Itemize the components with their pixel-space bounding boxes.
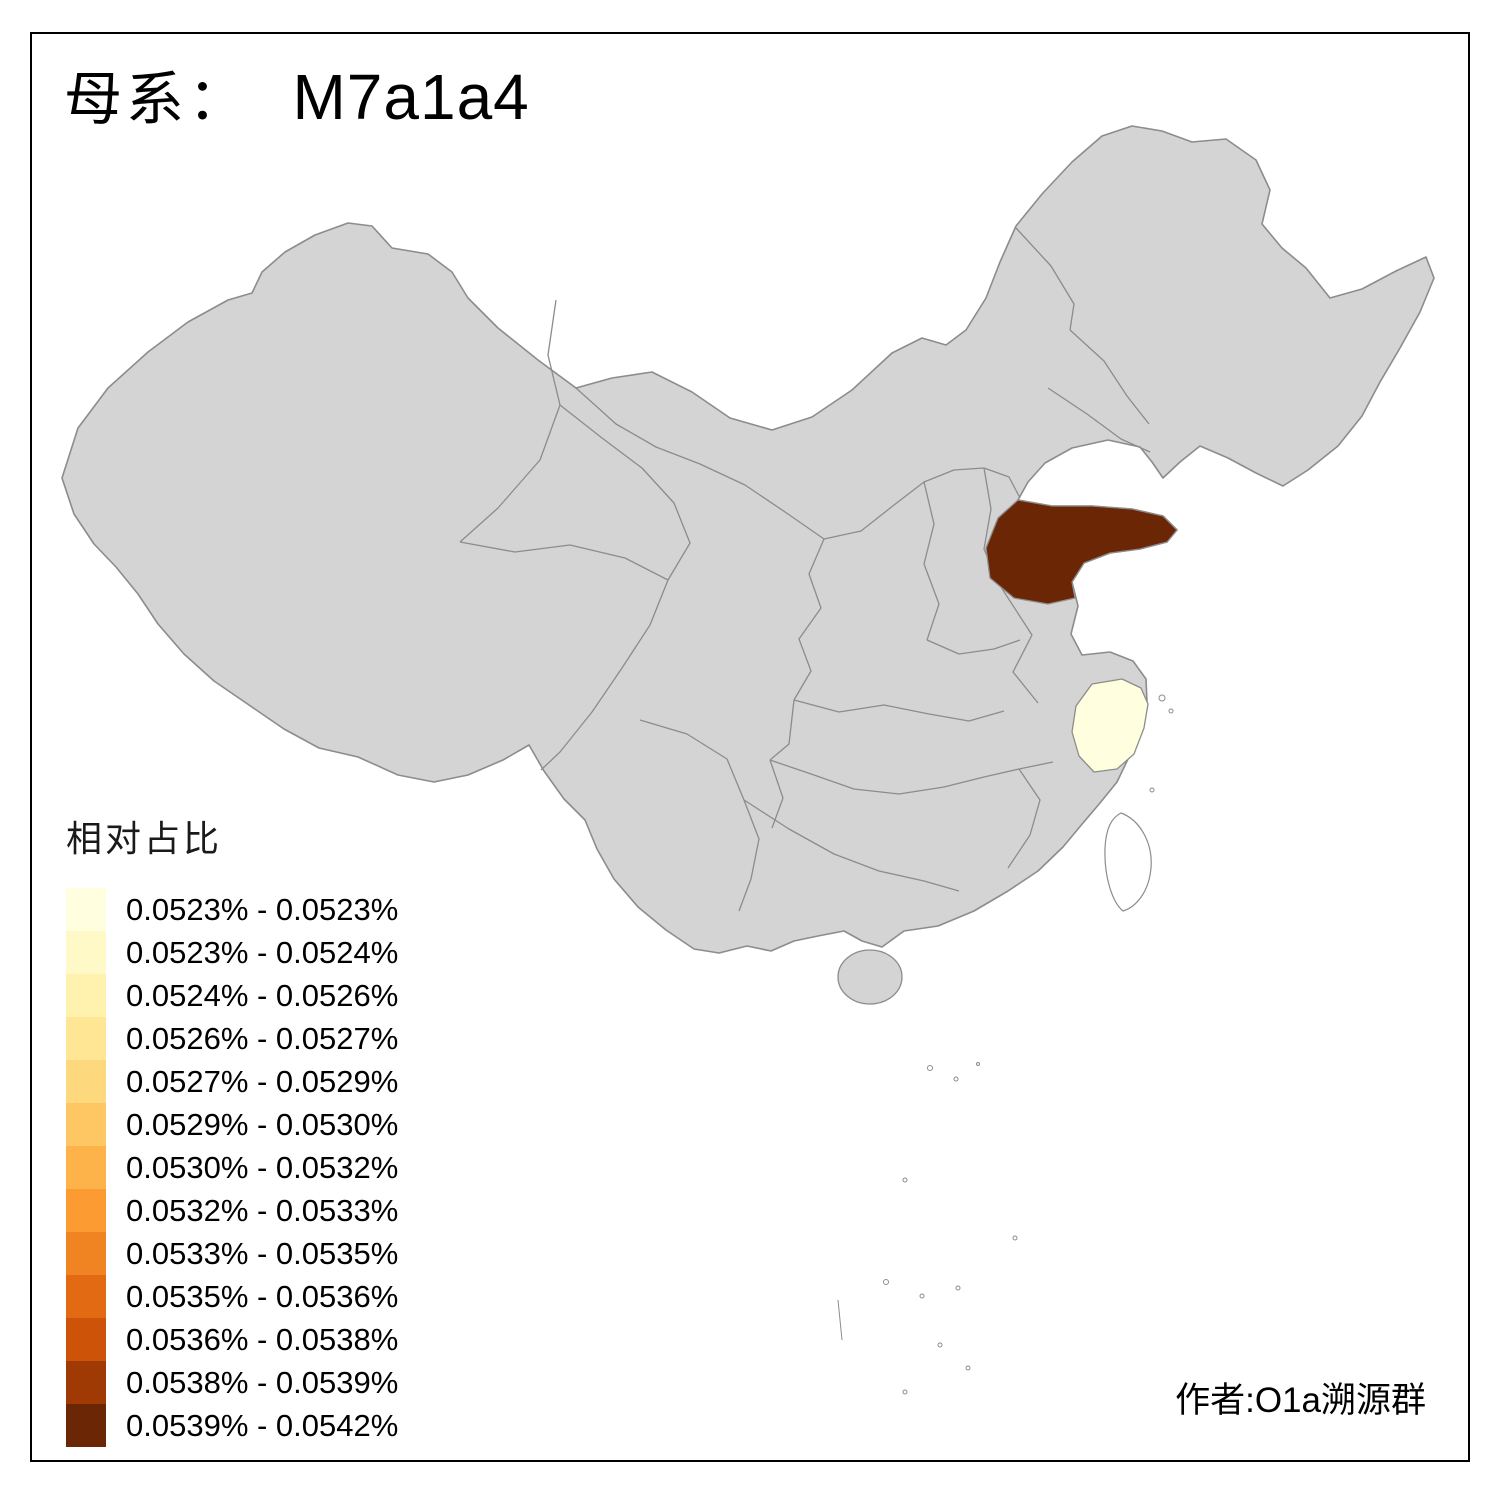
legend-item: 0.0539% - 0.0542% <box>66 1404 398 1447</box>
legend-item: 0.0538% - 0.0539% <box>66 1361 398 1404</box>
legend-swatch <box>66 1361 106 1404</box>
legend-item-label: 0.0539% - 0.0542% <box>126 1407 399 1443</box>
south-china-sea-islands <box>837 694 1174 1395</box>
legend-swatch <box>66 1060 106 1103</box>
legend-item-label: 0.0523% - 0.0524% <box>126 934 399 970</box>
author-credit: 作者:O1a溯源群 <box>1175 1381 1426 1420</box>
haplogroup-name: M7a1a4 <box>292 61 530 133</box>
legend-swatch <box>66 1103 106 1146</box>
legend-item: 0.0532% - 0.0533% <box>66 1189 398 1232</box>
legend-item: 0.0536% - 0.0538% <box>66 1318 398 1361</box>
legend-swatch <box>66 1318 106 1361</box>
legend-item-label: 0.0527% - 0.0529% <box>126 1063 399 1099</box>
legend-item: 0.0529% - 0.0530% <box>66 1103 398 1146</box>
legend-item-label: 0.0535% - 0.0536% <box>126 1278 399 1314</box>
legend-item: 0.0523% - 0.0523% <box>66 888 398 931</box>
legend-swatch <box>66 1189 106 1232</box>
province-zhejiang <box>1071 678 1149 773</box>
legend-swatch <box>66 1232 106 1275</box>
page-title: 母系： M7a1a4 <box>64 52 530 136</box>
legend-item-label: 0.0524% - 0.0526% <box>126 977 399 1013</box>
legend-swatch <box>66 1017 106 1060</box>
legend-swatch <box>66 1404 106 1447</box>
legend-swatch <box>66 888 106 931</box>
legend-item-label: 0.0533% - 0.0535% <box>126 1235 399 1271</box>
legend-items: 0.0523% - 0.0523% 0.0523% - 0.0524% 0.0524… <box>66 888 398 1447</box>
legend-swatch <box>66 1275 106 1318</box>
legend-item-label: 0.0538% - 0.0539% <box>126 1364 399 1400</box>
legend-item: 0.0527% - 0.0529% <box>66 1060 398 1103</box>
legend-title: 相对占比 <box>66 819 223 860</box>
hainan-island <box>837 949 903 1005</box>
legend-swatch <box>66 1146 106 1189</box>
legend-item: 0.0533% - 0.0535% <box>66 1232 398 1275</box>
legend-item-label: 0.0532% - 0.0533% <box>126 1192 399 1228</box>
legend-item: 0.0524% - 0.0526% <box>66 974 398 1017</box>
legend-swatch <box>66 931 106 974</box>
legend-item: 0.0530% - 0.0532% <box>66 1146 398 1189</box>
province-shandong <box>985 499 1178 605</box>
taiwan-island <box>1104 812 1152 912</box>
legend: 相对占比 0.0523% - 0.0523% 0.0523% - 0.0524% 0… <box>66 810 398 1447</box>
legend-item-label: 0.0536% - 0.0538% <box>126 1321 399 1357</box>
legend-item: 0.0523% - 0.0524% <box>66 931 398 974</box>
legend-item: 0.0535% - 0.0536% <box>66 1275 398 1318</box>
province-borders <box>459 227 1151 912</box>
legend-item-label: 0.0523% - 0.0523% <box>126 891 399 927</box>
legend-item-label: 0.0530% - 0.0532% <box>126 1149 399 1185</box>
legend-item: 0.0526% - 0.0527% <box>66 1017 398 1060</box>
legend-item-label: 0.0529% - 0.0530% <box>126 1106 399 1142</box>
title-label: 母系： <box>64 65 251 133</box>
legend-swatch <box>66 974 106 1017</box>
legend-item-label: 0.0526% - 0.0527% <box>126 1020 399 1056</box>
